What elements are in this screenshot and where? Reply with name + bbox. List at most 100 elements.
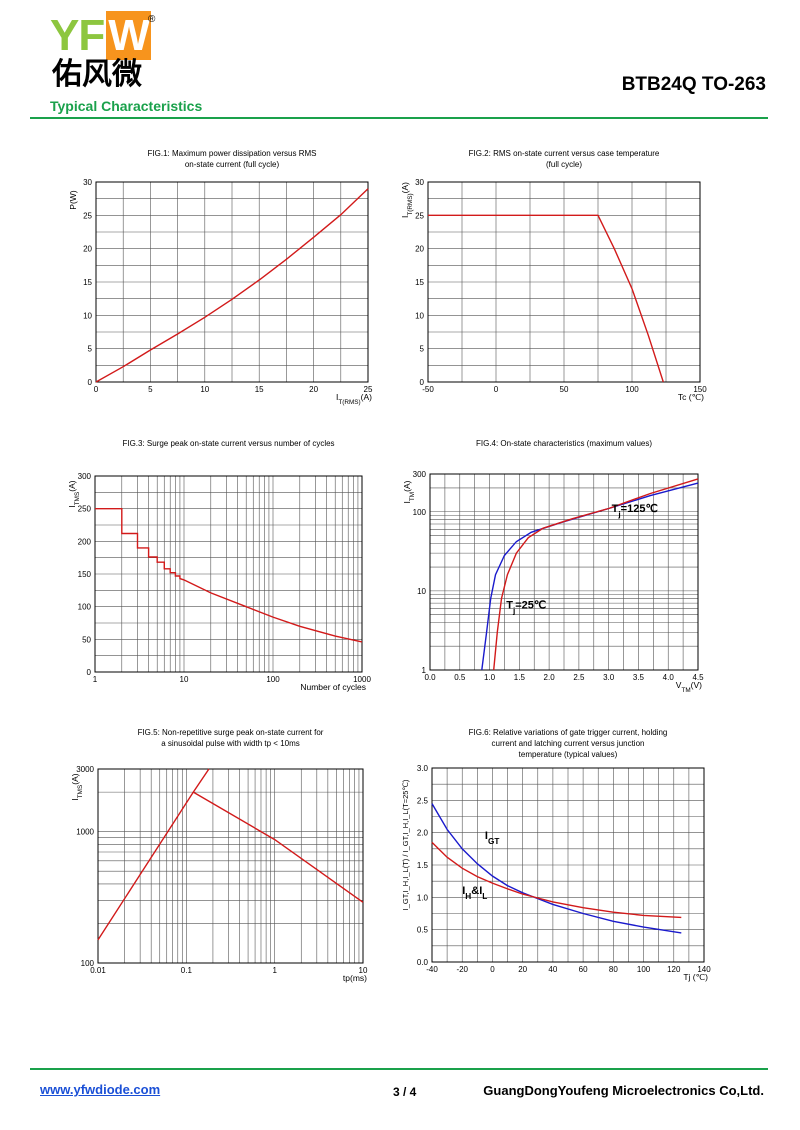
- fig4-annotation-part: =125℃: [621, 503, 658, 515]
- fig2-xtick-label: 50: [560, 385, 569, 394]
- fig6-ytick-label: 3.0: [417, 764, 429, 773]
- logo-accent-letter: W: [106, 11, 151, 60]
- fig3-ylabel: ITMS(A): [67, 480, 81, 507]
- fig3-ytick-label: 100: [78, 603, 92, 612]
- fig4-xlabel: VTM(V): [676, 680, 702, 694]
- fig2-xlabel: Tc (℃): [678, 392, 704, 402]
- fig6-title: current and latching current versus junc…: [492, 739, 645, 748]
- fig5-xtick-label: 0.01: [90, 966, 106, 975]
- fig6-annotation: IGT: [485, 830, 500, 846]
- fig4-frame: [429, 473, 699, 671]
- fig4-ytick-label: 100: [413, 508, 427, 517]
- fig4-ylabel-part: (A): [402, 480, 412, 492]
- fig5-ylabel-part: TMS: [77, 785, 84, 798]
- fig5-title: a sinusoidal pulse with width tp < 10ms: [161, 739, 300, 748]
- company-logo: YFW ® 佑风微: [50, 11, 170, 96]
- fig2-ytick-label: 5: [420, 345, 425, 354]
- fig3-ytick-label: 200: [78, 537, 92, 546]
- fig1-xlabel: IT(RMS)(A): [336, 392, 372, 406]
- fig1-xlabel-part: (A): [361, 392, 373, 402]
- fig4-xtick-label: 1.0: [484, 673, 496, 682]
- page-header: YFW ® 佑风微 BTB24Q TO-263 Typical Characte…: [0, 0, 800, 120]
- fig2-title: (full cycle): [546, 160, 582, 169]
- fig3-chart: FIG.3: Surge peak on-state current versu…: [67, 439, 371, 692]
- fig6-series-1: [431, 841, 682, 919]
- fig4-series-0: [481, 482, 699, 671]
- page-number: 3 / 4: [393, 1085, 417, 1099]
- footer-divider: [30, 1068, 768, 1070]
- fig2-title: FIG.2: RMS on-state current versus case …: [469, 149, 660, 158]
- fig2-frame: [427, 181, 701, 383]
- fig1-series-0: [95, 188, 369, 383]
- fig5-xlabel: tp(ms): [343, 973, 367, 983]
- fig4-xlabel-part: (V): [691, 680, 703, 690]
- fig5-frame: [97, 768, 364, 964]
- fig1-ytick-label: 30: [83, 178, 92, 187]
- fig6-xtick-label: 100: [637, 965, 651, 974]
- section-title: Typical Characteristics: [50, 98, 203, 114]
- fig1-ylabel: P(W): [68, 190, 78, 210]
- fig6-xtick-label: 0: [490, 965, 495, 974]
- fig6-xtick-label: 80: [609, 965, 618, 974]
- fig6-ytick-label: 2.5: [417, 796, 429, 805]
- fig5-ylabel-part: (A): [70, 773, 80, 785]
- fig5-xtick-label: 1: [272, 966, 277, 975]
- logo-latin: YFW: [50, 11, 151, 60]
- fig6-annotation-part: I: [462, 885, 465, 897]
- header-divider: [30, 117, 768, 119]
- fig5-series-1: [192, 791, 364, 903]
- fig4-xtick-label: 2.5: [573, 673, 585, 682]
- fig6-xlabel-part: Tj (℃): [683, 972, 708, 982]
- fig3-ytick-label: 300: [78, 472, 92, 481]
- fig2-xtick-label: 150: [693, 385, 707, 394]
- fig3-xtick-label: 1: [93, 675, 98, 684]
- fig4-annotation: Tj=25℃: [506, 599, 546, 615]
- fig1-frame: [95, 181, 369, 383]
- fig3-ytick-label: 150: [78, 570, 92, 579]
- fig3-title: FIG.3: Surge peak on-state current versu…: [122, 439, 334, 448]
- fig5-xlabel-part: tp(ms): [343, 973, 367, 983]
- fig1-xlabel-part: I: [336, 392, 338, 402]
- fig4-title: FIG.4: On-state characteristics (maximum…: [476, 439, 652, 448]
- fig2-ytick-label: 0: [420, 378, 425, 387]
- fig6-title: FIG.6: Relative variations of gate trigg…: [469, 728, 668, 737]
- fig5-xtick-label: 10: [359, 966, 368, 975]
- fig5-ylabel-part: I: [70, 798, 80, 800]
- fig4-annotation-part: T: [506, 599, 513, 611]
- fig6-xtick-label: 120: [667, 965, 681, 974]
- fig4-xtick-label: 1.5: [514, 673, 526, 682]
- fig2-ytick-label: 25: [415, 211, 424, 220]
- fig4-xtick-label: 0.0: [424, 673, 436, 682]
- fig6-annotation-part: GT: [488, 837, 499, 846]
- fig4-ylabel-part: I: [402, 501, 412, 503]
- fig6-xtick-label: 40: [548, 965, 557, 974]
- fig4-xtick-label: 3.0: [603, 673, 615, 682]
- fig4-xtick-label: 0.5: [454, 673, 466, 682]
- fig3-xtick-label: 100: [266, 675, 280, 684]
- fig1-ytick-label: 5: [88, 345, 93, 354]
- fig6-ytick-label: 1.0: [417, 893, 429, 902]
- fig4-xlabel-part: V: [676, 680, 682, 690]
- fig4-ytick-label: 300: [413, 470, 427, 479]
- fig6-xtick-label: 60: [579, 965, 588, 974]
- fig3-series-0: [95, 508, 363, 643]
- logo-chinese: 佑风微: [52, 57, 142, 92]
- fig1-xtick-label: 10: [200, 385, 209, 394]
- website-link[interactable]: www.yfwdiode.com: [40, 1082, 161, 1097]
- fig6-annotation-part: &I: [471, 885, 482, 897]
- part-number: BTB24Q TO-263: [621, 74, 766, 95]
- fig4-series-1: [493, 478, 699, 671]
- fig6-annotation-part: I: [485, 830, 488, 842]
- fig5-xtick-label: 0.1: [181, 966, 193, 975]
- fig2-ylabel-part: (A): [400, 182, 410, 194]
- fig1-ytick-label: 15: [83, 278, 92, 287]
- company-name: GuangDongYoufeng Microelectronics Co,Ltd…: [483, 1083, 764, 1098]
- fig1-ytick-label: 20: [83, 245, 92, 254]
- fig6-ytick-label: 0.5: [417, 926, 429, 935]
- fig4-chart: FIG.4: On-state characteristics (maximum…: [402, 439, 704, 694]
- fig1-xtick-label: 15: [255, 385, 264, 394]
- fig5-ylabel: ITMS(A): [70, 773, 84, 800]
- fig1-chart: FIG.1: Maximum power dissipation versus …: [68, 149, 373, 406]
- fig3-xlabel-part: Number of cycles: [300, 682, 366, 692]
- fig2-ylabel-part: T(RMS): [407, 193, 414, 215]
